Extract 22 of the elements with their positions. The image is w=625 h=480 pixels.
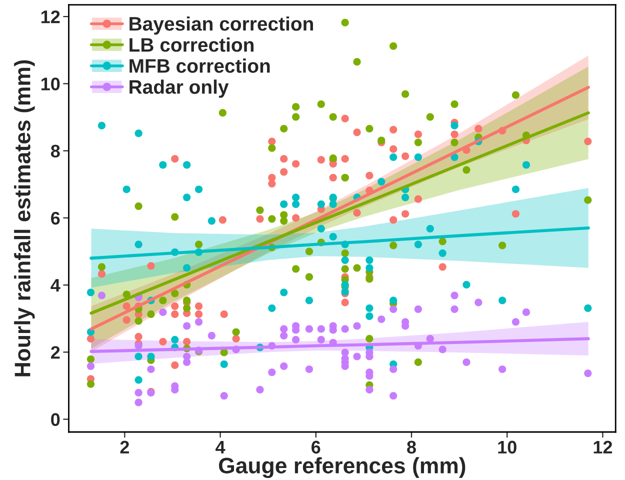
y-tick-label: 12 [41,10,60,24]
legend-label: LB correction [130,38,254,52]
x-tick-label: 2 [120,440,129,454]
y-tick-label: 0 [51,413,60,426]
x-tick-label: 8 [407,440,416,454]
y-tick-label: 6 [51,212,60,225]
legend-label: MFB correction [130,58,270,73]
x-tick-label: 10 [498,440,516,454]
line-series [90,337,590,353]
line-series [90,111,590,315]
x-tick-label: 6 [312,440,320,454]
line-series [90,226,590,260]
x-tick-label: 4 [216,440,226,454]
legend-label: Radar only [130,80,229,98]
y-tick-label: 10 [41,78,60,90]
y-tick-label: 4 [50,279,60,292]
x-tick-label: 12 [594,440,612,454]
y-tick-label: 2 [51,346,60,359]
legend-label: Bayesian correction [130,16,313,35]
y-tick-label: 8 [50,144,60,158]
x-axis-title: Gauge references (mm) [218,457,466,478]
y-axis-title: Hourly rainfall estimates (mm) [14,60,35,376]
